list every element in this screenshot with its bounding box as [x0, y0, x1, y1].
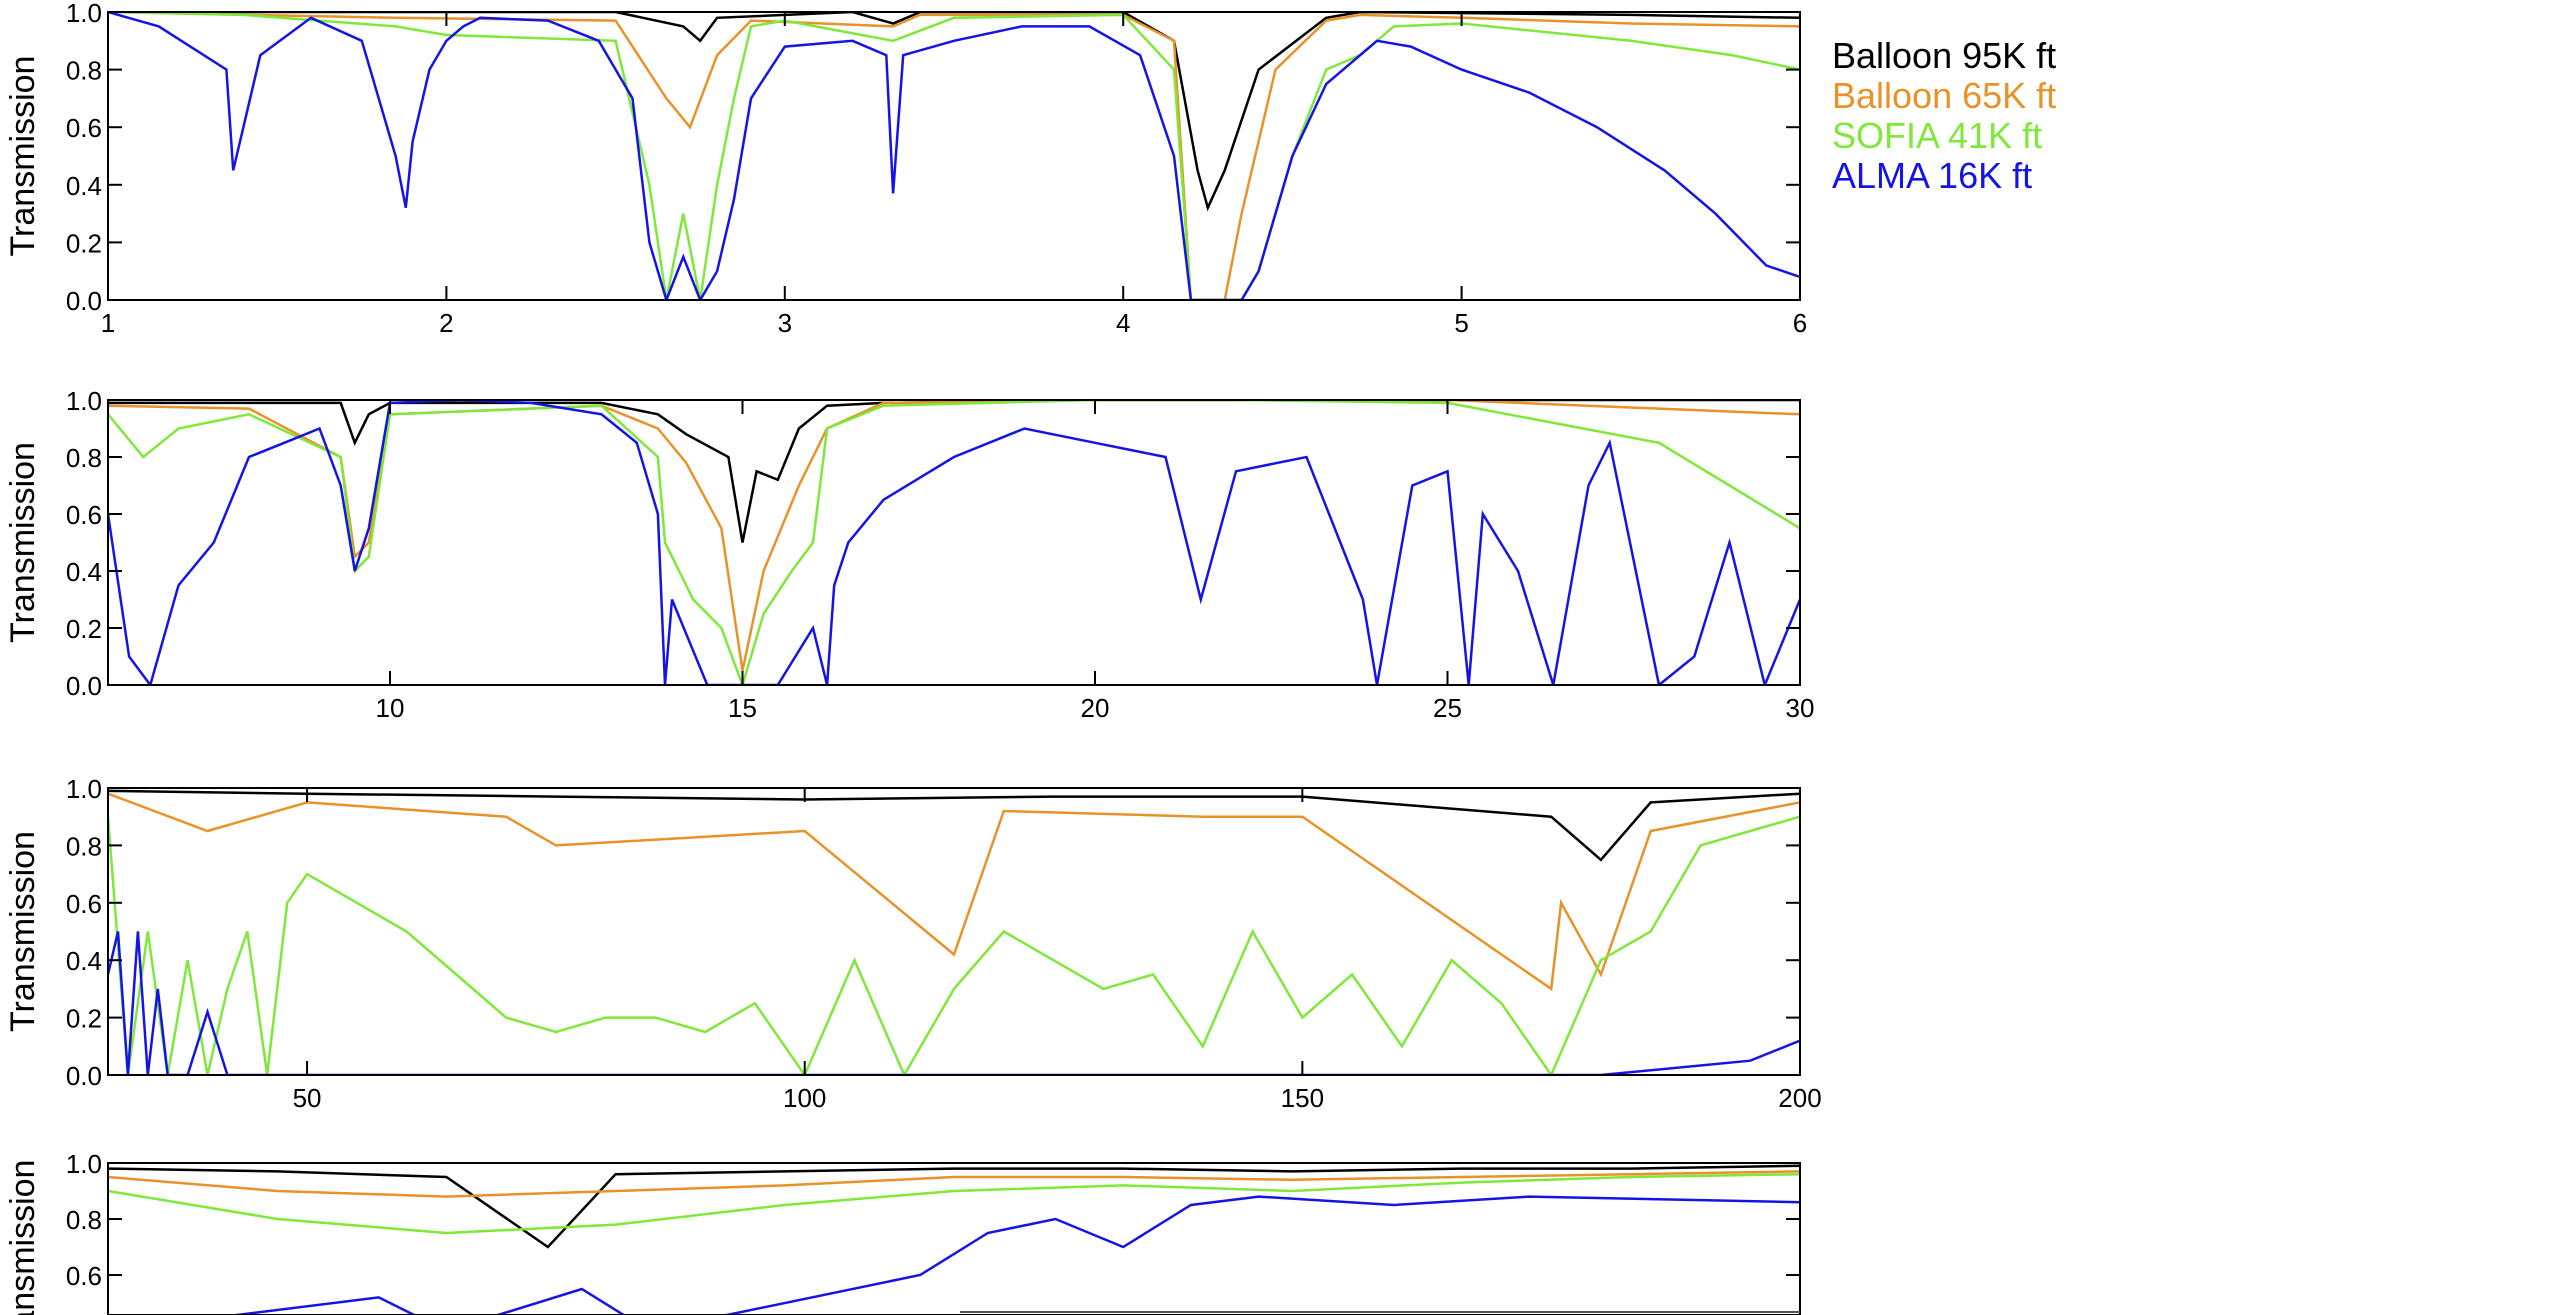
y-tick-label: 0.6	[66, 889, 102, 919]
x-tick-label: 20	[1081, 693, 1110, 723]
legend-entry-balloon-65k: Balloon 65K ft	[1832, 75, 2056, 116]
series-group	[108, 1164, 1800, 1315]
series-group	[108, 789, 1800, 1075]
x-tick-label: 6	[1793, 308, 1807, 338]
x-tick-label: 50	[293, 1083, 322, 1113]
legend-entry-sofia-41k: SOFIA 41K ft	[1832, 115, 2042, 156]
series-line-balloon-65k-ft	[108, 1170, 1800, 1198]
series-group	[108, 400, 1800, 685]
y-tick-label: 0.4	[66, 557, 102, 587]
chart-panel-4: 0.6 0.8 1.0 Transmission	[4, 1149, 1801, 1315]
series-line-alma-16k-ft	[108, 12, 1800, 300]
y-tick-label: 0.6	[66, 1261, 102, 1291]
y-axis-label: Transmission	[4, 442, 42, 643]
series-line-sofia-41k-ft	[108, 1172, 1800, 1235]
series-group	[108, 12, 1800, 300]
y-tick-label: 0.0	[66, 671, 102, 701]
series-line-sofia-41k-ft	[108, 815, 1800, 1075]
series-line-sofia-41k-ft	[108, 400, 1800, 685]
y-tick-label: 0.6	[66, 500, 102, 530]
x-tick-label: 150	[1281, 1083, 1324, 1113]
y-tick-label: 0.0	[66, 1061, 102, 1091]
series-line-alma-16k-ft	[226, 1195, 1800, 1315]
x-tick-label: 100	[783, 1083, 826, 1113]
y-tick-label: 0.8	[66, 1205, 102, 1235]
x-tick-label: 2	[439, 308, 453, 338]
y-tick-label: 0.2	[66, 614, 102, 644]
y-tick-label: 1.0	[66, 774, 102, 804]
y-tick-label: 0.2	[66, 228, 102, 258]
series-line-sofia-41k-ft	[108, 12, 1800, 300]
x-tick-label: 5	[1454, 308, 1468, 338]
plot-frame	[107, 787, 1801, 1076]
plot-frame	[107, 11, 1801, 301]
plot-frame	[107, 399, 1801, 686]
x-tick-label: 4	[1116, 308, 1130, 338]
series-line-alma-16k-ft	[108, 400, 1800, 685]
x-tick-label: 15	[728, 693, 757, 723]
x-tick-label: 200	[1778, 1083, 1821, 1113]
y-axis-label: Transmission	[4, 56, 42, 257]
series-line-balloon-95k-ft	[108, 1164, 1800, 1249]
series-line-alma-16k-ft	[108, 931, 1800, 1075]
x-tick-label: 3	[778, 308, 792, 338]
x-tick-label: 30	[1786, 693, 1815, 723]
y-tick-label: 0.8	[66, 831, 102, 861]
y-tick-label: 0.0	[66, 286, 102, 316]
y-tick-label: 0.2	[66, 1004, 102, 1034]
y-tick-label: 1.0	[66, 1149, 102, 1179]
chart-panel-1: 0.0 0.2 0.4 0.6 0.8 1.0 1 2 3 4 5 6 Transmission	[4, 0, 1807, 338]
series-line-balloon-95k-ft	[108, 789, 1800, 862]
chart-panel-2: 0.0 0.2 0.4 0.6 0.8 1.0 10 15 20 25 30 Transmission	[4, 386, 1814, 723]
x-tick-label: 1	[101, 308, 115, 338]
chart-panels: 0.00.20.40.60.81.01 2 3 4 5 6Transmission0.00…	[4, 0, 1822, 1315]
legend: Balloon 95K ft Balloon 65K ft SOFIA 41K …	[1832, 35, 2056, 196]
x-tick-label: 10	[376, 693, 405, 723]
legend-entry-balloon-95k: Balloon 95K ft	[1832, 35, 2056, 76]
y-tick-label: 1.0	[66, 386, 102, 416]
x-tick-label: 25	[1433, 693, 1462, 723]
series-line-balloon-65k-ft	[108, 12, 1800, 300]
chart-panel-3: 0.0 0.2 0.4 0.6 0.8 1.0 50 100 150 200 Transmissio…	[4, 774, 1822, 1113]
series-line-balloon-65k-ft	[108, 400, 1800, 672]
plot-frame	[107, 1162, 1801, 1315]
y-axis-label: Transmission	[4, 831, 42, 1032]
y-tick-label: 1.0	[66, 0, 102, 28]
series-line-balloon-95k-ft	[108, 12, 1800, 212]
series-line-balloon-65k-ft	[108, 792, 1800, 992]
legend-entry-alma-16k: ALMA 16K ft	[1832, 155, 2032, 196]
y-tick-label: 0.4	[66, 946, 102, 976]
y-tick-label: 0.6	[66, 113, 102, 143]
y-tick-label: 0.4	[66, 171, 102, 201]
y-tick-label: 0.8	[66, 443, 102, 473]
y-tick-label: 0.8	[66, 56, 102, 86]
y-axis-label: Transmission	[4, 1160, 42, 1315]
